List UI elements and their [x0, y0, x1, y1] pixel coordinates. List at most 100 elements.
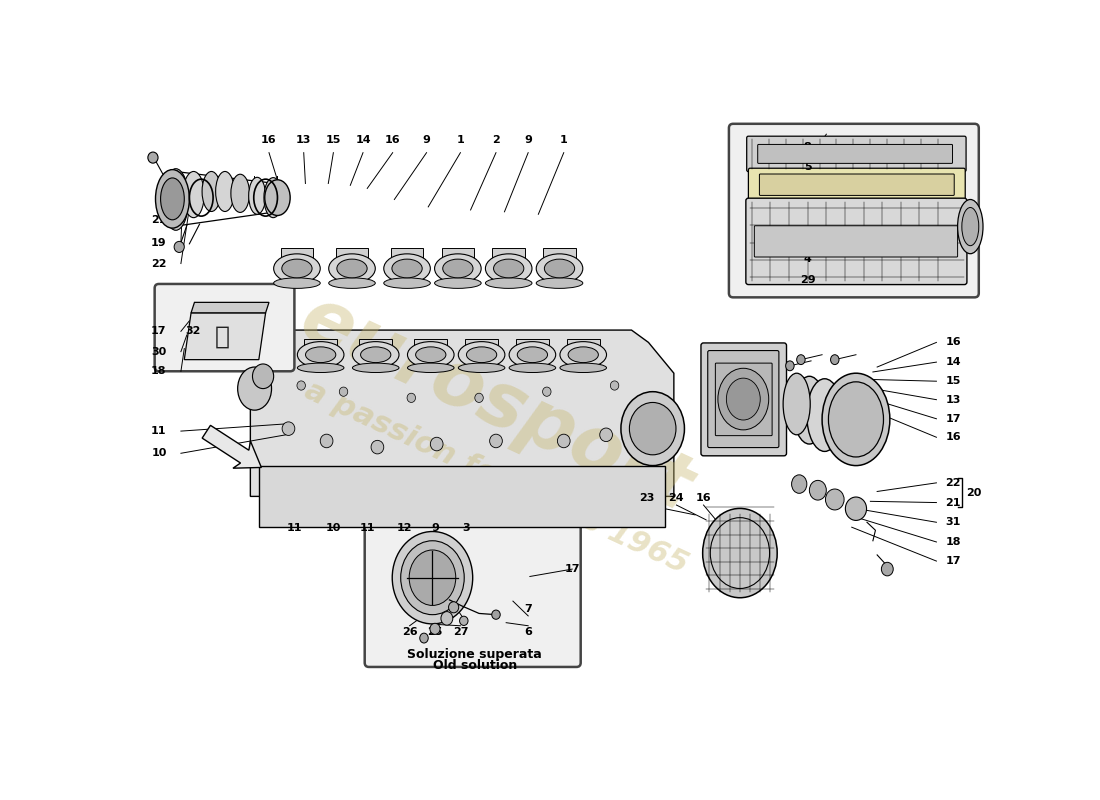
Ellipse shape	[475, 394, 483, 402]
Ellipse shape	[147, 152, 158, 163]
Ellipse shape	[434, 254, 481, 283]
Ellipse shape	[492, 610, 500, 619]
Text: 31: 31	[946, 518, 961, 527]
Text: 13: 13	[946, 394, 961, 405]
Text: Old solution: Old solution	[432, 659, 517, 672]
Ellipse shape	[371, 440, 384, 454]
Text: 17: 17	[946, 556, 961, 566]
Ellipse shape	[485, 254, 532, 283]
Text: 𝓕: 𝓕	[214, 324, 230, 348]
Text: 13: 13	[296, 135, 311, 146]
Ellipse shape	[297, 381, 306, 390]
Ellipse shape	[568, 347, 598, 362]
Text: 17: 17	[151, 326, 166, 336]
Text: 26: 26	[402, 627, 417, 637]
Ellipse shape	[400, 541, 464, 614]
Text: 11: 11	[360, 523, 375, 534]
Text: 24: 24	[669, 493, 684, 502]
Ellipse shape	[216, 171, 234, 211]
Text: 20: 20	[966, 488, 981, 498]
Bar	[390, 248, 424, 283]
Text: 16: 16	[946, 432, 961, 442]
Ellipse shape	[420, 633, 428, 643]
Ellipse shape	[459, 342, 505, 368]
Ellipse shape	[703, 509, 778, 598]
Ellipse shape	[830, 354, 839, 365]
Ellipse shape	[282, 422, 295, 435]
Text: 8: 8	[804, 142, 812, 151]
Ellipse shape	[249, 178, 265, 214]
Polygon shape	[185, 313, 265, 360]
Ellipse shape	[466, 347, 497, 362]
FancyBboxPatch shape	[759, 174, 954, 195]
Ellipse shape	[460, 616, 467, 626]
FancyBboxPatch shape	[747, 136, 966, 172]
Ellipse shape	[806, 378, 843, 451]
Ellipse shape	[361, 347, 390, 362]
Text: 1: 1	[456, 135, 464, 146]
Ellipse shape	[161, 178, 185, 220]
Ellipse shape	[264, 178, 283, 218]
Ellipse shape	[536, 254, 583, 283]
Ellipse shape	[442, 259, 473, 278]
Ellipse shape	[430, 438, 443, 451]
FancyArrow shape	[202, 426, 262, 468]
Ellipse shape	[846, 497, 867, 521]
Text: 9: 9	[525, 135, 532, 146]
Text: 1: 1	[560, 135, 568, 146]
Ellipse shape	[393, 531, 473, 624]
Ellipse shape	[494, 259, 524, 278]
Ellipse shape	[536, 278, 583, 288]
Text: 28: 28	[800, 234, 815, 244]
Ellipse shape	[416, 347, 446, 362]
Text: eurosport: eurosport	[288, 281, 703, 527]
Ellipse shape	[231, 174, 250, 213]
FancyBboxPatch shape	[746, 198, 967, 285]
Polygon shape	[251, 330, 674, 496]
Ellipse shape	[306, 347, 336, 362]
Ellipse shape	[793, 376, 825, 444]
Ellipse shape	[430, 623, 440, 634]
Text: 3: 3	[462, 523, 470, 534]
Ellipse shape	[629, 402, 676, 455]
Bar	[543, 248, 575, 283]
Text: 12: 12	[397, 523, 412, 534]
Text: 11: 11	[151, 426, 166, 436]
Ellipse shape	[384, 254, 430, 283]
Polygon shape	[191, 302, 270, 313]
Text: 11: 11	[287, 523, 303, 534]
Ellipse shape	[339, 387, 348, 396]
Bar	[516, 339, 549, 368]
FancyBboxPatch shape	[155, 284, 295, 371]
Text: 16: 16	[261, 135, 277, 146]
Bar	[336, 248, 368, 283]
Ellipse shape	[822, 373, 890, 466]
Text: 10: 10	[326, 523, 341, 534]
Ellipse shape	[509, 342, 556, 368]
Ellipse shape	[490, 434, 503, 448]
FancyBboxPatch shape	[365, 510, 581, 667]
Text: 17: 17	[946, 414, 961, 424]
Ellipse shape	[441, 611, 453, 625]
Text: 14: 14	[946, 357, 961, 367]
Ellipse shape	[392, 259, 422, 278]
Ellipse shape	[174, 242, 185, 253]
Text: a passion for parts 1965: a passion for parts 1965	[299, 376, 692, 580]
Bar	[441, 248, 474, 283]
Bar	[280, 248, 314, 283]
Text: 17: 17	[564, 564, 580, 574]
Ellipse shape	[459, 363, 505, 373]
FancyBboxPatch shape	[729, 124, 979, 298]
Ellipse shape	[297, 342, 344, 368]
FancyBboxPatch shape	[755, 226, 958, 257]
Ellipse shape	[610, 381, 619, 390]
Text: 2: 2	[492, 135, 499, 146]
Ellipse shape	[274, 254, 320, 283]
Ellipse shape	[600, 428, 613, 442]
Ellipse shape	[274, 278, 320, 288]
Ellipse shape	[785, 361, 794, 370]
Ellipse shape	[825, 489, 844, 510]
Ellipse shape	[407, 394, 416, 402]
Ellipse shape	[320, 434, 333, 448]
Text: 6: 6	[525, 627, 532, 637]
